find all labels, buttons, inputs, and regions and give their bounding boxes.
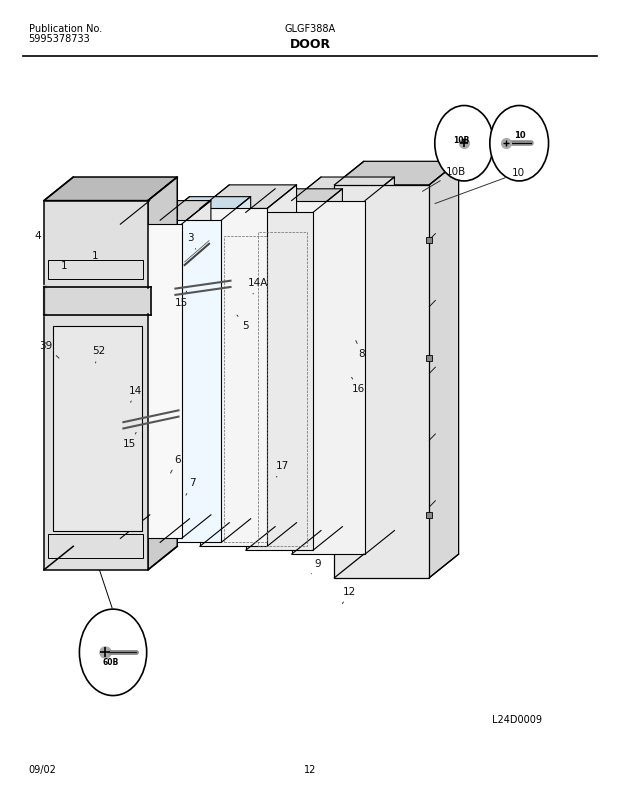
Polygon shape — [334, 161, 459, 185]
Text: 12: 12 — [342, 587, 356, 603]
Text: 8: 8 — [356, 341, 365, 359]
Bar — [48, 534, 143, 558]
Text: 39: 39 — [39, 341, 59, 358]
Polygon shape — [221, 197, 250, 542]
Text: 09/02: 09/02 — [29, 765, 56, 775]
Text: 5: 5 — [237, 315, 249, 331]
Circle shape — [490, 106, 549, 181]
Circle shape — [79, 609, 147, 696]
Polygon shape — [200, 209, 267, 546]
Polygon shape — [246, 189, 342, 212]
Text: 10B: 10B — [454, 136, 470, 145]
Polygon shape — [291, 201, 365, 554]
Text: 3: 3 — [187, 233, 196, 249]
Text: 52: 52 — [92, 346, 105, 363]
Text: 14: 14 — [129, 386, 143, 403]
Text: 15: 15 — [175, 291, 188, 308]
Text: GLGF388A: GLGF388A — [285, 24, 335, 33]
Circle shape — [435, 106, 494, 181]
Bar — [224, 236, 267, 542]
Text: 10: 10 — [435, 168, 525, 203]
Text: 10B: 10B — [422, 167, 466, 191]
Text: 5995378733: 5995378733 — [29, 34, 91, 44]
Bar — [258, 232, 307, 546]
Text: 9: 9 — [311, 558, 321, 574]
Text: 1: 1 — [91, 251, 98, 260]
Text: eReplacementParts.com: eReplacementParts.com — [234, 367, 386, 380]
Polygon shape — [291, 177, 394, 201]
Polygon shape — [365, 177, 394, 554]
Polygon shape — [160, 197, 250, 220]
Text: 7: 7 — [186, 479, 196, 495]
Text: 6: 6 — [170, 455, 180, 473]
Text: 14A: 14A — [248, 278, 268, 294]
Text: 17: 17 — [276, 461, 289, 477]
Text: 1: 1 — [61, 260, 68, 271]
Text: Publication No.: Publication No. — [29, 24, 102, 33]
Text: 60B: 60B — [102, 658, 118, 667]
Text: L24D0009: L24D0009 — [492, 715, 542, 725]
Text: 16: 16 — [352, 377, 366, 394]
Polygon shape — [200, 185, 296, 209]
Text: 10: 10 — [514, 131, 526, 140]
Polygon shape — [44, 201, 148, 570]
Polygon shape — [334, 185, 429, 578]
Polygon shape — [148, 177, 177, 570]
Polygon shape — [182, 201, 211, 538]
Text: 4: 4 — [35, 231, 45, 247]
Bar — [53, 326, 142, 530]
Polygon shape — [44, 177, 177, 201]
Polygon shape — [267, 185, 296, 546]
Text: 12: 12 — [304, 765, 316, 775]
Text: 15: 15 — [123, 433, 136, 449]
Polygon shape — [160, 220, 221, 542]
Bar — [48, 260, 143, 279]
Text: DOOR: DOOR — [290, 38, 330, 51]
Polygon shape — [429, 161, 459, 578]
Polygon shape — [120, 201, 211, 224]
Polygon shape — [120, 224, 182, 538]
Polygon shape — [313, 189, 342, 550]
Polygon shape — [246, 212, 313, 550]
